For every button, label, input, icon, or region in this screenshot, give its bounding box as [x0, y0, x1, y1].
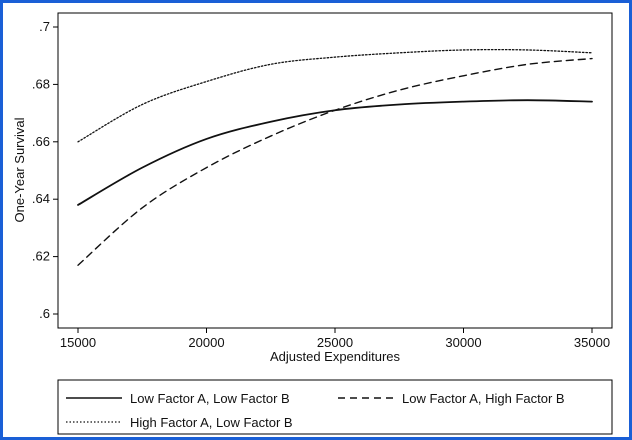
y-axis: .6 .62 .64 .66 .68 .7 — [32, 19, 58, 321]
legend-label-low-a-low-b: Low Factor A, Low Factor B — [130, 391, 290, 406]
x-tick-label: 20000 — [188, 335, 224, 350]
x-tick-label: 30000 — [445, 335, 481, 350]
x-axis-title: Adjusted Expenditures — [270, 349, 401, 364]
legend-label-low-a-high-b: Low Factor A, High Factor B — [402, 391, 565, 406]
x-axis: 15000 20000 25000 30000 35000 — [60, 328, 610, 350]
y-tick-label: .6 — [39, 306, 50, 321]
legend-box — [57, 379, 613, 435]
y-axis-title: One-Year Survival — [12, 117, 27, 222]
x-tick-label: 15000 — [60, 335, 96, 350]
series-layer — [77, 48, 593, 266]
x-tick-label: 25000 — [317, 335, 353, 350]
y-tick-label: .7 — [39, 19, 50, 34]
series-line-dotted — [77, 48, 593, 143]
y-tick-label: .64 — [32, 191, 50, 206]
legend: Low Factor A, Low Factor B Low Factor A,… — [57, 379, 613, 435]
y-tick-label: .62 — [32, 249, 50, 264]
legend-label-high-a-low-b: High Factor A, Low Factor B — [130, 415, 293, 430]
plot-area — [57, 12, 613, 329]
series-line-dashed — [77, 57, 593, 266]
y-tick-label: .66 — [32, 134, 50, 149]
y-tick-label: .68 — [32, 76, 50, 91]
x-tick-label: 35000 — [574, 335, 610, 350]
